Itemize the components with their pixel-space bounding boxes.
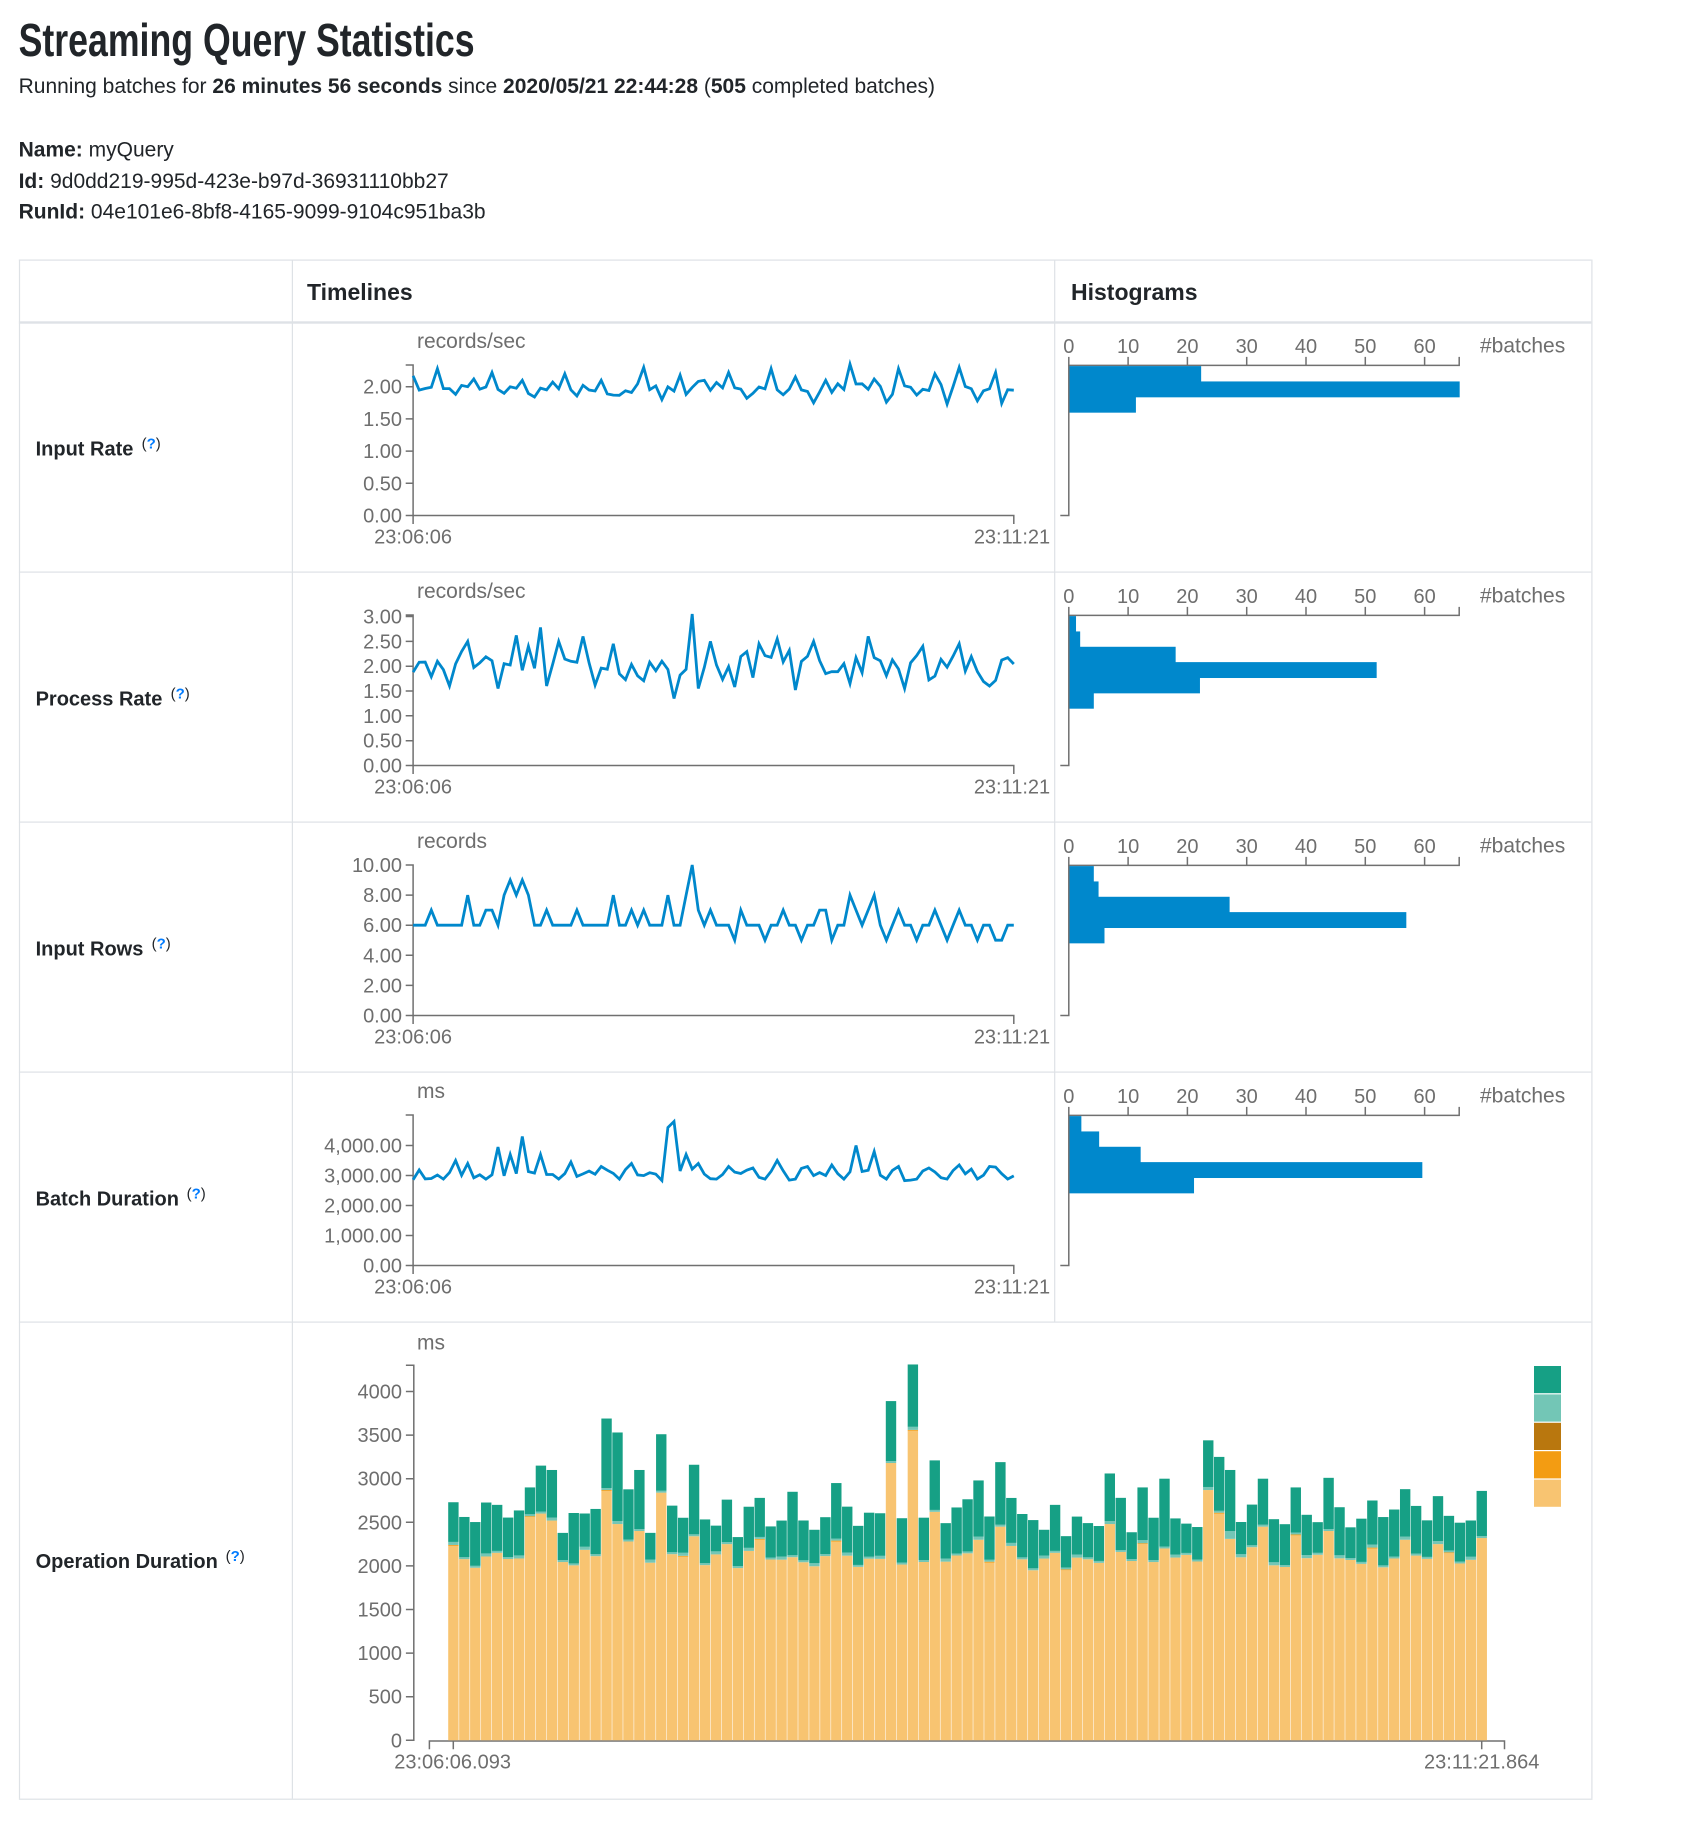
- svg-text:#batches: #batches: [1480, 334, 1565, 357]
- svg-text:Name: myQuery: Name: myQuery: [19, 139, 175, 162]
- svg-text:4,000.00: 4,000.00: [324, 1136, 402, 1158]
- svg-text:Input Rate: Input Rate: [36, 438, 134, 460]
- svg-text:60: 60: [1413, 336, 1435, 358]
- svg-text:2.00: 2.00: [363, 377, 402, 399]
- svg-text:23:11:21: 23:11:21: [974, 777, 1050, 799]
- svg-text:(?): (?): [152, 935, 171, 952]
- svg-text:1.00: 1.00: [363, 441, 402, 463]
- svg-text:6.00: 6.00: [363, 915, 402, 937]
- svg-text:3500: 3500: [358, 1425, 403, 1447]
- svg-text:20: 20: [1176, 586, 1198, 608]
- svg-text:records/sec: records/sec: [417, 330, 526, 353]
- svg-text:23:06:06: 23:06:06: [374, 1027, 452, 1049]
- svg-text:30: 30: [1236, 586, 1258, 608]
- svg-text:#batches: #batches: [1480, 1084, 1565, 1107]
- svg-text:records: records: [417, 830, 487, 853]
- svg-text:0.00: 0.00: [363, 756, 402, 778]
- svg-text:10: 10: [1117, 836, 1139, 858]
- svg-text:8.00: 8.00: [363, 885, 402, 907]
- svg-text:#batches: #batches: [1480, 834, 1565, 857]
- svg-text:60: 60: [1413, 586, 1435, 608]
- svg-text:30: 30: [1236, 1086, 1258, 1108]
- svg-text:ms: ms: [417, 1332, 445, 1355]
- svg-text:Histograms: Histograms: [1071, 279, 1198, 305]
- svg-text:(?): (?): [142, 435, 161, 452]
- svg-text:0: 0: [1063, 1086, 1074, 1108]
- svg-text:50: 50: [1354, 1086, 1376, 1108]
- svg-text:RunId: 04e101e6-8bf8-4165-9099: RunId: 04e101e6-8bf8-4165-9099-9104c951b…: [19, 201, 486, 224]
- svg-text:1.50: 1.50: [363, 681, 402, 703]
- svg-text:23:06:06.093: 23:06:06.093: [394, 1751, 511, 1773]
- svg-text:Running batches for 26 minutes: Running batches for 26 minutes 56 second…: [19, 75, 935, 98]
- svg-text:0: 0: [391, 1730, 402, 1752]
- svg-text:0.00: 0.00: [363, 1006, 402, 1028]
- svg-text:50: 50: [1354, 586, 1376, 608]
- svg-text:50: 50: [1354, 836, 1376, 858]
- svg-text:3.00: 3.00: [363, 607, 402, 629]
- svg-text:40: 40: [1295, 1086, 1317, 1108]
- svg-text:Streaming Query Statistics: Streaming Query Statistics: [19, 14, 475, 66]
- svg-text:records/sec: records/sec: [417, 580, 526, 603]
- svg-text:23:11:21.864: 23:11:21.864: [1424, 1751, 1539, 1773]
- svg-text:4.00: 4.00: [363, 945, 402, 967]
- svg-text:10: 10: [1117, 1086, 1139, 1108]
- svg-text:20: 20: [1176, 336, 1198, 358]
- svg-text:60: 60: [1413, 836, 1435, 858]
- svg-text:(?): (?): [171, 685, 190, 702]
- svg-text:2.00: 2.00: [363, 975, 402, 997]
- svg-text:2.00: 2.00: [363, 656, 402, 678]
- svg-text:3,000.00: 3,000.00: [324, 1166, 402, 1188]
- svg-text:23:11:21: 23:11:21: [974, 1027, 1050, 1049]
- svg-text:0.00: 0.00: [363, 506, 402, 528]
- svg-text:500: 500: [369, 1687, 402, 1709]
- svg-text:10.00: 10.00: [352, 855, 402, 877]
- svg-text:2,000.00: 2,000.00: [324, 1196, 402, 1218]
- svg-text:20: 20: [1176, 1086, 1198, 1108]
- svg-text:60: 60: [1413, 1086, 1435, 1108]
- svg-text:Input Rows: Input Rows: [36, 938, 144, 960]
- svg-text:1000: 1000: [358, 1643, 403, 1665]
- svg-text:0: 0: [1063, 586, 1074, 608]
- svg-text:2000: 2000: [358, 1556, 403, 1578]
- svg-text:0.50: 0.50: [363, 473, 402, 495]
- svg-text:0: 0: [1063, 836, 1074, 858]
- svg-text:ms: ms: [417, 1080, 445, 1103]
- svg-text:30: 30: [1236, 336, 1258, 358]
- svg-text:(?): (?): [226, 1548, 245, 1565]
- svg-text:Timelines: Timelines: [307, 279, 413, 305]
- svg-text:#batches: #batches: [1480, 584, 1565, 607]
- svg-text:10: 10: [1117, 586, 1139, 608]
- svg-text:23:06:06: 23:06:06: [374, 1277, 452, 1299]
- svg-text:1.50: 1.50: [363, 409, 402, 431]
- svg-text:23:11:21: 23:11:21: [974, 527, 1050, 549]
- svg-text:23:06:06: 23:06:06: [374, 777, 452, 799]
- svg-text:Batch Duration: Batch Duration: [36, 1188, 179, 1210]
- svg-text:50: 50: [1354, 336, 1376, 358]
- svg-text:1500: 1500: [358, 1600, 403, 1622]
- svg-text:Operation Duration: Operation Duration: [36, 1551, 218, 1573]
- svg-text:4000: 4000: [358, 1382, 403, 1404]
- svg-text:10: 10: [1117, 336, 1139, 358]
- svg-text:1,000.00: 1,000.00: [324, 1226, 402, 1248]
- svg-text:0.50: 0.50: [363, 731, 402, 753]
- svg-text:0: 0: [1063, 336, 1074, 358]
- svg-text:Process Rate: Process Rate: [36, 688, 163, 710]
- svg-text:3000: 3000: [358, 1469, 403, 1491]
- svg-text:23:11:21: 23:11:21: [974, 1277, 1050, 1299]
- svg-text:20: 20: [1176, 836, 1198, 858]
- svg-text:23:06:06: 23:06:06: [374, 527, 452, 549]
- svg-text:40: 40: [1295, 836, 1317, 858]
- svg-text:0.00: 0.00: [363, 1256, 402, 1278]
- svg-text:2500: 2500: [358, 1512, 403, 1534]
- svg-text:30: 30: [1236, 836, 1258, 858]
- svg-text:40: 40: [1295, 336, 1317, 358]
- svg-text:2.50: 2.50: [363, 631, 402, 653]
- svg-text:40: 40: [1295, 586, 1317, 608]
- svg-text:1.00: 1.00: [363, 706, 402, 728]
- svg-text:(?): (?): [187, 1185, 206, 1202]
- svg-text:Id: 9d0dd219-995d-423e-b97d-36: Id: 9d0dd219-995d-423e-b97d-36931110bb27: [19, 170, 449, 193]
